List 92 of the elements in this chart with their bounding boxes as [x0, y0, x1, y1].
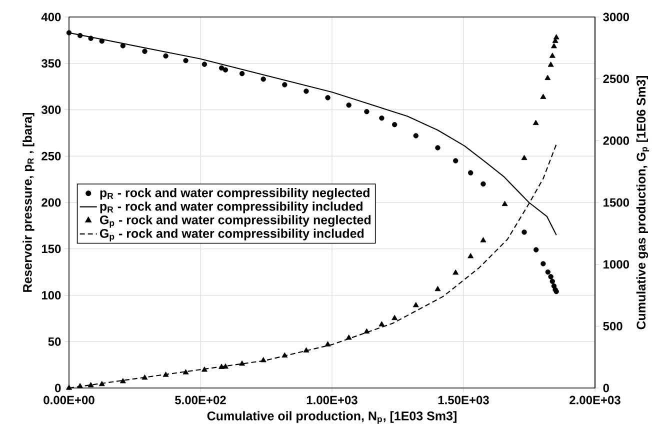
legend-label: G$_{p}$ - rock and water compressibility included [100, 228, 364, 242]
x-tick-label: 1.50E+03 [438, 396, 489, 404]
point [282, 82, 288, 88]
point [202, 62, 208, 67]
point [480, 237, 486, 242]
x-tick-label: 0.00E+00 [44, 396, 94, 404]
point [162, 372, 169, 377]
point [325, 95, 330, 100]
point [480, 181, 486, 187]
y-axis-title: Reservoir pressure, p$_{R}$ , [bara] [22, 112, 34, 292]
point [544, 74, 551, 80]
y-tick-label: 200 [42, 198, 61, 207]
point [452, 269, 459, 275]
point [201, 366, 208, 372]
y-tick-label: 300 [41, 106, 61, 114]
point [77, 382, 84, 388]
y2-tick-label: 1000 [604, 260, 629, 269]
y2-tick-label: 500 [603, 322, 622, 330]
y-tick-label: 50 [48, 337, 61, 346]
point [532, 120, 539, 126]
point [239, 360, 246, 366]
point [239, 70, 245, 76]
point [412, 302, 419, 308]
point [549, 52, 556, 58]
point [540, 261, 546, 266]
point [521, 154, 528, 160]
point [522, 230, 527, 235]
point [468, 170, 474, 176]
x-tick-label: 2.00E+03 [570, 396, 620, 404]
legend-label: p$_{R}$ - rock and water compressibility neglected [100, 188, 370, 200]
point [548, 274, 554, 280]
point [550, 278, 555, 284]
point [222, 67, 228, 72]
y-tick-label: 400 [41, 12, 61, 22]
point [468, 253, 474, 258]
point [545, 269, 551, 275]
point [222, 363, 228, 369]
x-tick-label: 5.00E+02 [175, 396, 226, 404]
x-tick-label: 1.00E+03 [306, 396, 358, 404]
point [364, 328, 370, 334]
point [142, 374, 148, 380]
y-tick-label: 250 [42, 152, 61, 160]
point [435, 145, 440, 150]
point [364, 109, 370, 114]
point [502, 200, 508, 206]
point [260, 357, 266, 362]
point [540, 94, 546, 99]
point [533, 247, 539, 252]
point [548, 62, 554, 67]
point [282, 352, 288, 358]
point [346, 334, 352, 340]
point [392, 122, 398, 128]
point [98, 380, 105, 386]
point [218, 65, 224, 71]
y-tick-label: 350 [41, 59, 61, 68]
point [163, 53, 168, 59]
point [120, 43, 126, 48]
point [88, 36, 94, 41]
point [551, 43, 557, 48]
point [392, 314, 398, 320]
point [182, 369, 189, 374]
point [324, 341, 331, 346]
point [553, 34, 560, 40]
point [379, 115, 384, 121]
y-tick-label: 150 [42, 244, 61, 254]
point [260, 76, 266, 82]
point [453, 158, 458, 164]
y2-tick-label: 0 [603, 384, 609, 392]
point [413, 133, 418, 138]
y2-tick-label: 2000 [603, 136, 629, 145]
point [88, 382, 94, 388]
point [120, 378, 126, 384]
point [66, 30, 72, 36]
x-axis-title: Cumulative oil production, N$_{p}$, [1E03 Sm3] [207, 411, 456, 424]
point [378, 321, 385, 326]
point [99, 38, 104, 44]
y2-tick-label: 2500 [603, 74, 629, 84]
point [66, 384, 72, 390]
point [303, 347, 310, 352]
y2-tick-label: 3000 [603, 12, 629, 22]
point [142, 48, 148, 54]
point [183, 58, 188, 64]
point [346, 102, 352, 108]
point [304, 88, 309, 94]
y-tick-label: 0 [54, 384, 61, 392]
y2-tick-label: 1500 [604, 198, 629, 207]
y2-axis-title: Cumulative gas production, G$_{p}$ [1E06 Sm3] [636, 76, 650, 330]
legend-label: G$_{p}$ - rock and water compressibility neglected [100, 215, 371, 228]
point [434, 286, 441, 292]
point [77, 32, 83, 38]
y-tick-label: 100 [42, 291, 61, 300]
legend-label: p$_{R}$ - rock and water compressibility included [100, 202, 362, 214]
